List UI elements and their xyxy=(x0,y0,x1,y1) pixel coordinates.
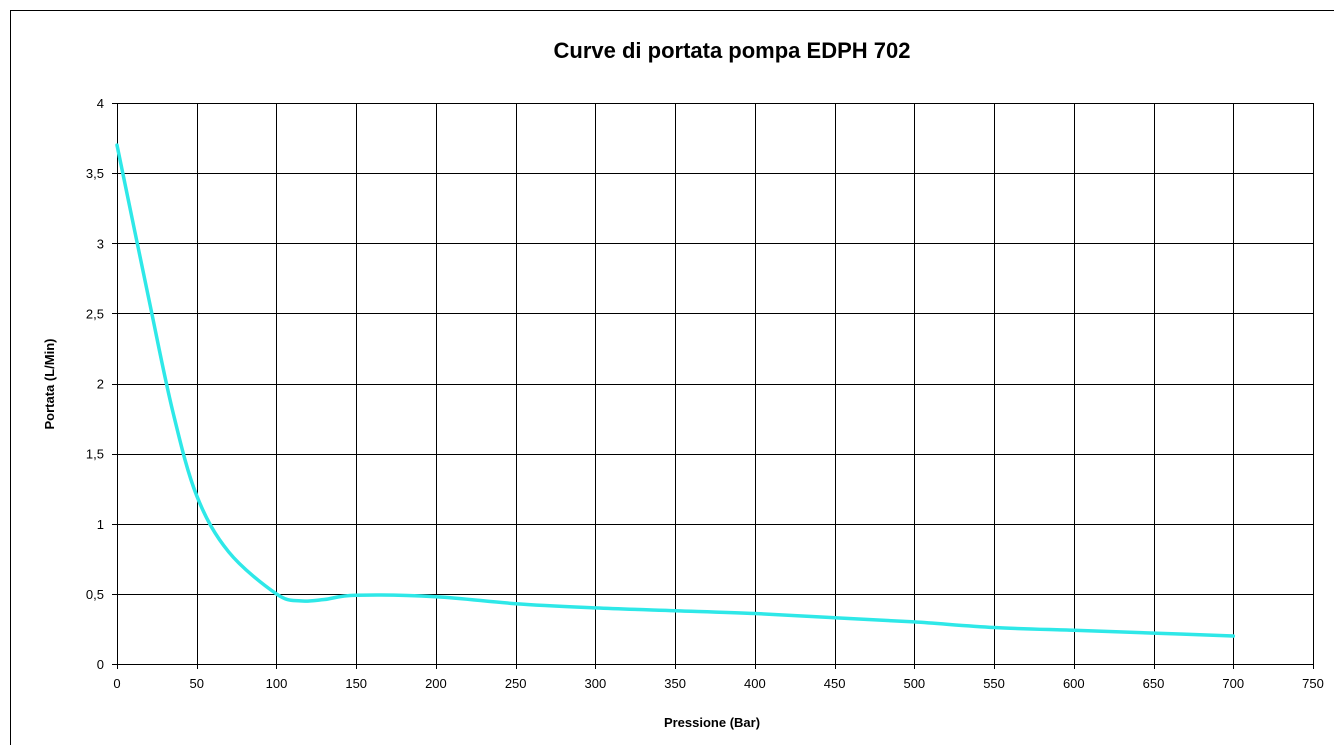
y-tick-label: 0,5 xyxy=(86,587,104,602)
x-tick-label: 100 xyxy=(266,676,288,691)
x-tick-label: 300 xyxy=(585,676,607,691)
x-tick-label: 350 xyxy=(664,676,686,691)
x-tick-label: 200 xyxy=(425,676,447,691)
x-tick-label: 550 xyxy=(983,676,1005,691)
x-tick-label: 0 xyxy=(113,676,120,691)
x-tick-label: 700 xyxy=(1222,676,1244,691)
x-tick-label: 150 xyxy=(345,676,367,691)
x-ticks: 0 50 100 150 200 250 300 350 400 450 500 550 600 650 7… xyxy=(113,676,1323,691)
y-axis-label: Portata (L/Min) xyxy=(42,339,57,430)
chart-frame xyxy=(10,10,1334,745)
x-tick-label: 450 xyxy=(824,676,846,691)
y-tick-label: 1 xyxy=(97,517,104,532)
x-tick-label: 650 xyxy=(1143,676,1165,691)
y-tick-label: 2,5 xyxy=(86,306,104,321)
grid xyxy=(117,103,1314,664)
x-tick-label: 250 xyxy=(505,676,527,691)
y-tick-label: 4 xyxy=(97,96,104,111)
axes xyxy=(112,103,1314,669)
y-ticks: 0 0,5 1 1,5 2 2,5 3 3,5 4 xyxy=(86,96,104,672)
series-line xyxy=(115,143,1236,638)
y-tick-label: 1,5 xyxy=(86,447,104,462)
x-tick-label: 50 xyxy=(189,676,203,691)
x-tick-label: 600 xyxy=(1063,676,1085,691)
y-tick-label: 3 xyxy=(97,236,104,251)
y-tick-label: 3,5 xyxy=(86,166,104,181)
x-tick-label: 750 xyxy=(1302,676,1324,691)
chart-title: Curve di portata pompa EDPH 702 xyxy=(554,38,911,63)
y-tick-label: 2 xyxy=(97,377,104,392)
x-tick-label: 400 xyxy=(744,676,766,691)
x-tick-label: 500 xyxy=(903,676,925,691)
x-axis-label: Pressione (Bar) xyxy=(664,715,760,730)
y-tick-label: 0 xyxy=(97,657,104,672)
